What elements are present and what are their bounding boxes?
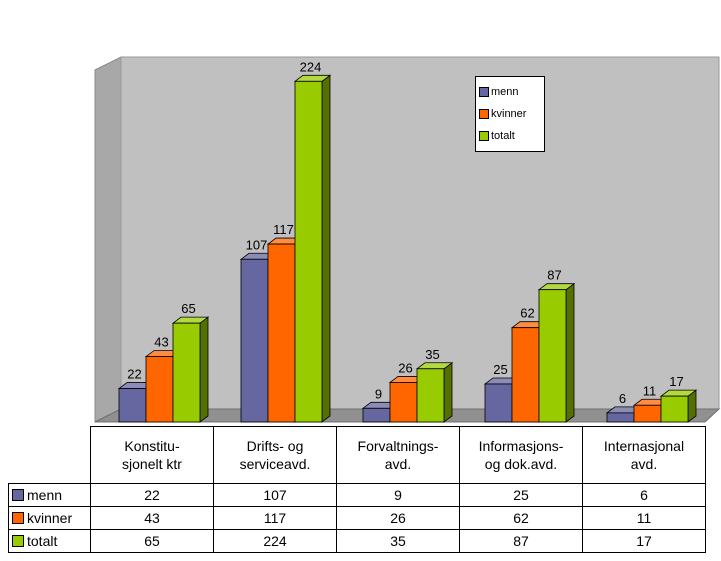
cell-kvinner-1: 117 <box>213 506 337 530</box>
data-label-totalt-2: 35 <box>425 347 439 362</box>
bar-kvinner-4 <box>633 404 662 423</box>
bar-side-totalt-3 <box>565 282 575 423</box>
bar-side-totalt-0 <box>199 316 209 423</box>
row-swatch-totalt <box>12 535 24 547</box>
bar-totalt-0 <box>172 322 201 423</box>
data-table-row-totalt: totalt 65 224 35 87 17 <box>8 529 706 553</box>
data-label-kvinner-2: 26 <box>398 360 412 375</box>
bar-kvinner-3 <box>511 327 540 423</box>
category-header-2: Forvaltnings-avd. <box>336 426 460 484</box>
cell-totalt-1: 224 <box>213 529 337 553</box>
data-label-totalt-0: 65 <box>181 301 195 316</box>
data-label-kvinner-4: 11 <box>643 383 657 398</box>
data-label-menn-2: 9 <box>375 386 382 401</box>
row-swatch-menn <box>12 489 24 501</box>
cell-kvinner-0: 43 <box>90 506 214 530</box>
row-swatch-kvinner <box>12 512 24 524</box>
bar-side-totalt-2 <box>443 361 453 423</box>
legend: menn kvinner totalt <box>475 76 545 152</box>
cell-kvinner-2: 26 <box>336 506 460 530</box>
data-table-row-kvinner: kvinner 43 117 26 62 11 <box>8 506 706 530</box>
bar-menn-3 <box>484 383 513 423</box>
cell-menn-4: 6 <box>582 483 706 507</box>
data-label-kvinner-1: 117 <box>273 222 294 237</box>
cell-menn-3: 25 <box>459 483 583 507</box>
bar-kvinner-0 <box>145 356 174 423</box>
bar-menn-1 <box>240 258 269 423</box>
data-label-kvinner-0: 43 <box>154 335 168 350</box>
data-table-header-row: Konstitu-sjonelt ktr Drifts- og serviceav… <box>9 426 706 484</box>
cell-kvinner-3: 62 <box>459 506 583 530</box>
category-header-1: Drifts- og serviceavd. <box>213 426 337 484</box>
data-table: Konstitu-sjonelt ktr Drifts- og serviceav… <box>8 426 706 553</box>
data-label-menn-0: 22 <box>127 367 141 382</box>
legend-label-menn: menn <box>491 86 519 98</box>
legend-label-kvinner: kvinner <box>491 108 527 120</box>
data-label-totalt-4: 17 <box>669 374 683 389</box>
category-header-4: Internasjonal avd. <box>582 426 706 484</box>
cell-menn-2: 9 <box>336 483 460 507</box>
legend-swatch-menn <box>479 87 489 97</box>
data-label-kvinner-3: 62 <box>520 306 534 321</box>
side-wall <box>94 56 122 423</box>
bar-totalt-4 <box>660 395 689 423</box>
bar-menn-0 <box>118 388 147 423</box>
legend-swatch-totalt <box>479 131 489 141</box>
data-label-menn-4: 6 <box>619 391 626 406</box>
cell-totalt-2: 35 <box>336 529 460 553</box>
row-label-totalt: totalt <box>8 529 91 553</box>
legend-item-totalt: totalt <box>479 125 541 147</box>
bar-menn-2 <box>362 407 391 423</box>
back-wall <box>120 56 720 410</box>
bar-kvinner-2 <box>389 382 418 423</box>
data-label-totalt-3: 87 <box>547 268 561 283</box>
category-header-0: Konstitu-sjonelt ktr <box>90 426 214 484</box>
data-table-row-menn: menn 22 107 9 25 6 <box>8 483 706 507</box>
bar-menn-4 <box>606 412 635 423</box>
legend-swatch-kvinner <box>479 109 489 119</box>
data-label-menn-1: 107 <box>246 237 268 252</box>
data-table-corner <box>9 427 91 484</box>
bar-totalt-1 <box>294 80 323 423</box>
row-label-kvinner: kvinner <box>8 506 91 530</box>
category-header-3: Informasjons-og dok.avd. <box>459 426 583 484</box>
data-label-totalt-1: 224 <box>300 59 322 74</box>
cell-totalt-4: 17 <box>582 529 706 553</box>
cell-menn-0: 22 <box>90 483 214 507</box>
legend-label-totalt: totalt <box>491 130 515 142</box>
bar-side-totalt-1 <box>321 74 331 423</box>
bar-kvinner-1 <box>267 243 296 423</box>
legend-item-kvinner: kvinner <box>479 103 541 125</box>
data-label-menn-3: 25 <box>493 362 507 377</box>
legend-item-menn: menn <box>479 81 541 103</box>
cell-totalt-3: 87 <box>459 529 583 553</box>
cell-totalt-0: 65 <box>90 529 214 553</box>
row-label-menn: menn <box>8 483 91 507</box>
cell-menn-1: 107 <box>213 483 337 507</box>
bar-totalt-3 <box>538 289 567 423</box>
cell-kvinner-4: 11 <box>582 506 706 530</box>
bar-totalt-2 <box>416 368 445 423</box>
